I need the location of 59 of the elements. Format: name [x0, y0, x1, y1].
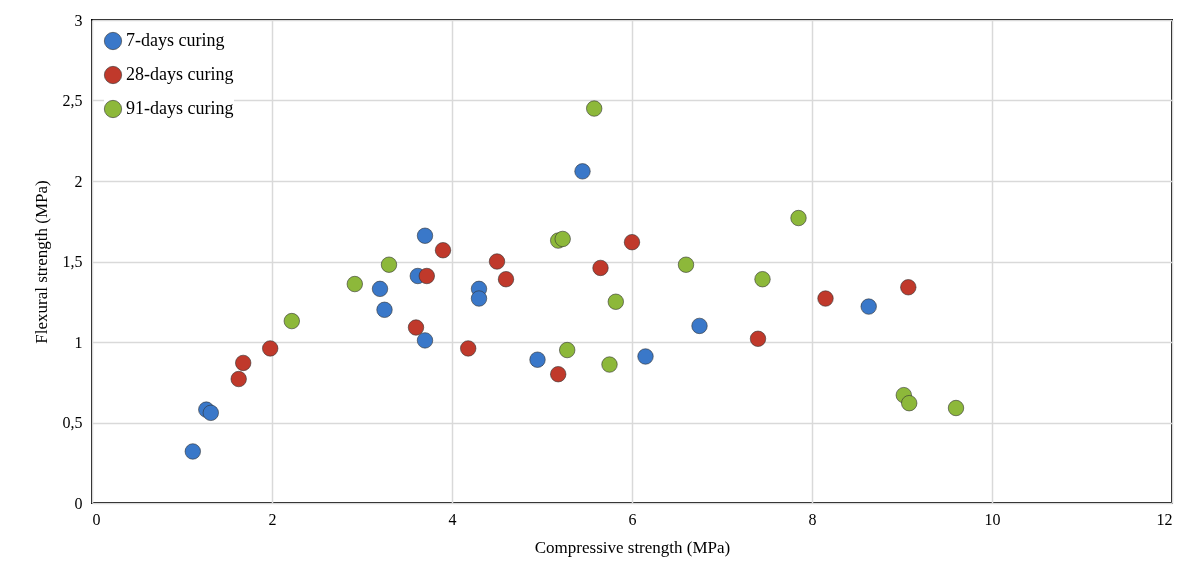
x-tick-label: 6: [628, 510, 637, 528]
point: [586, 100, 603, 117]
point: [380, 256, 398, 273]
y-tick-label: 2: [74, 172, 83, 190]
y-tick-label: 2,5: [62, 92, 83, 109]
x-tick-label: 4: [448, 510, 457, 528]
point: [559, 342, 576, 359]
legend-label: 7-days curing: [126, 30, 225, 50]
point: [529, 351, 546, 368]
point: [900, 279, 917, 296]
y-axis-title: Flexural strength (MPa): [31, 180, 51, 344]
point: [691, 317, 708, 334]
point: [283, 313, 300, 330]
x-tick-label: 12: [1156, 510, 1173, 528]
point: [677, 256, 695, 273]
y-tick-label: 1,5: [62, 253, 83, 270]
point: [749, 330, 767, 347]
x-axis-title: Compressive strength (MPa): [534, 537, 731, 557]
legend-label: 91-days curing: [126, 98, 234, 118]
x-tick-label: 8: [808, 510, 817, 528]
legend-label: 28-days curing: [126, 64, 234, 84]
point: [371, 280, 389, 297]
point: [550, 366, 567, 383]
point: [235, 354, 252, 371]
point: [817, 290, 834, 307]
point: [554, 230, 571, 247]
y-tick-label: 1: [74, 333, 83, 351]
x-tick-label: 0: [92, 510, 101, 528]
x-tick-label: 2: [268, 510, 277, 528]
point: [901, 395, 918, 412]
point: [607, 293, 624, 310]
point: [623, 234, 641, 251]
point: [574, 163, 591, 180]
point: [434, 242, 452, 259]
point: [460, 340, 477, 357]
y-tick-label: 0: [74, 494, 83, 512]
point: [754, 271, 771, 288]
y-tick-label: 3: [74, 11, 83, 29]
point: [416, 227, 434, 244]
point: [230, 371, 247, 388]
point: [202, 404, 219, 421]
point: [860, 298, 877, 315]
point: [346, 276, 363, 293]
point: [592, 259, 609, 276]
point: [262, 340, 279, 357]
point: [470, 290, 488, 307]
point: [637, 348, 654, 365]
point: [488, 253, 506, 270]
point: [601, 356, 618, 373]
point: [418, 267, 435, 285]
point: [184, 443, 201, 460]
y-tick-label: 0,5: [62, 414, 83, 431]
point: [947, 399, 965, 417]
point: [376, 301, 393, 318]
point: [416, 332, 434, 349]
point: [790, 210, 807, 227]
x-tick-label: 10: [984, 510, 1001, 528]
point: [407, 319, 425, 336]
point: [497, 271, 515, 288]
